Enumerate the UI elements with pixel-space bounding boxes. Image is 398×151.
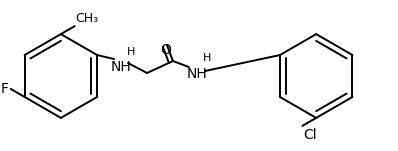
Text: NH: NH (187, 67, 207, 81)
Text: H: H (127, 47, 135, 57)
Text: NH: NH (111, 60, 131, 74)
Text: H: H (203, 53, 211, 63)
Text: F: F (1, 82, 9, 96)
Text: Cl: Cl (303, 128, 317, 142)
Text: CH₃: CH₃ (76, 12, 99, 25)
Text: O: O (160, 43, 172, 57)
